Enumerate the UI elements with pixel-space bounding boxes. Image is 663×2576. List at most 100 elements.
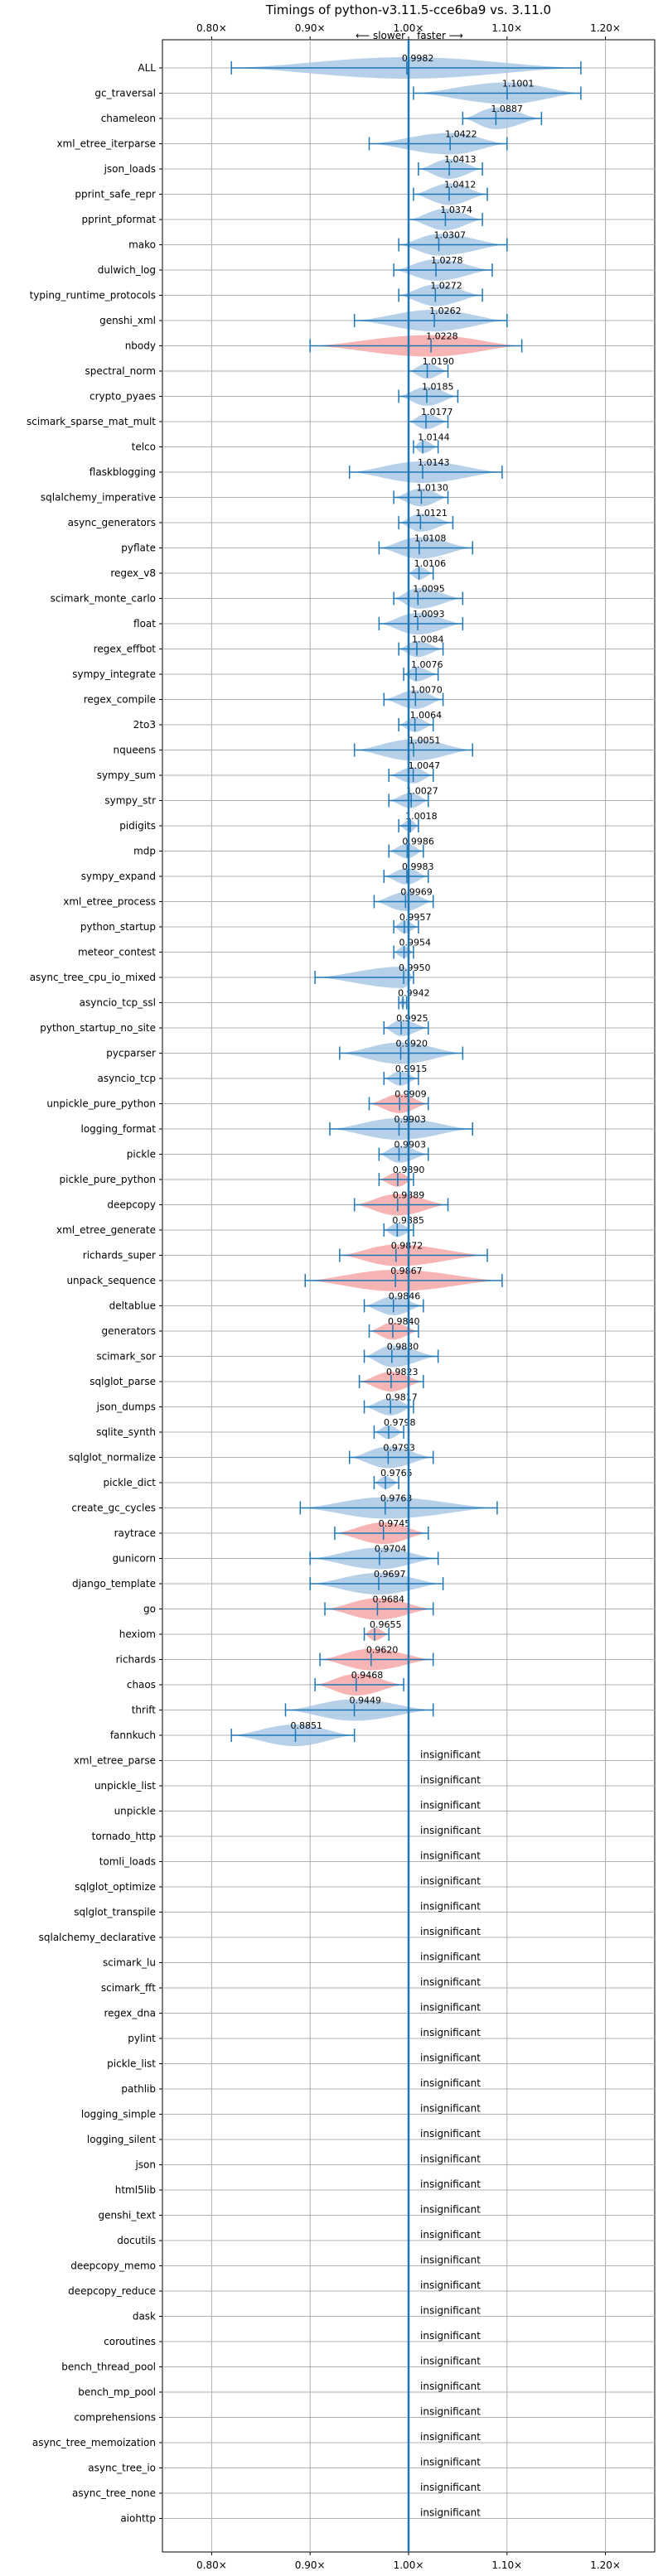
value-label: 0.9798 xyxy=(384,1417,416,1428)
insignificant-label: insignificant xyxy=(420,2204,481,2216)
x-tick-label-top: 0.90× xyxy=(295,22,326,34)
value-label: 1.0278 xyxy=(431,255,463,266)
benchmark-label: regex_v8 xyxy=(110,567,156,579)
insignificant-label: insignificant xyxy=(420,2154,481,2165)
benchmark-label: scimark_sor xyxy=(96,1351,156,1363)
benchmark-label: xml_etree_generate xyxy=(56,1224,156,1236)
benchmark-label: sqlalchemy_imperative xyxy=(41,492,156,504)
value-label: 0.9823 xyxy=(386,1367,419,1377)
value-label: 0.9920 xyxy=(395,1039,427,1049)
value-label: 0.9867 xyxy=(390,1266,423,1276)
slower-direction-label: ⟵ slower xyxy=(356,30,405,41)
benchmark-label: deepcopy_memo xyxy=(70,2260,156,2272)
value-label: 0.9950 xyxy=(399,962,431,973)
benchmark-label: hexiom xyxy=(119,1628,156,1640)
benchmark-label: sympy_expand xyxy=(81,871,156,882)
value-label: 0.9468 xyxy=(351,1670,384,1681)
benchmark-label: sqlglot_parse xyxy=(90,1376,156,1387)
value-label: 1.0093 xyxy=(413,609,445,620)
insignificant-label: insignificant xyxy=(420,2356,481,2367)
value-label: 1.0262 xyxy=(429,306,462,316)
value-label: 1.0412 xyxy=(444,180,477,191)
benchmark-label: deepcopy_reduce xyxy=(68,2285,156,2297)
faster-direction-label: faster ⟶ xyxy=(417,30,463,41)
insignificant-label: insignificant xyxy=(420,2330,481,2342)
insignificant-label: insignificant xyxy=(420,2431,481,2443)
benchmark-label: pprint_pformat xyxy=(82,214,157,225)
benchmark-label: json_dumps xyxy=(96,1401,156,1413)
benchmark-label: 2to3 xyxy=(133,719,156,731)
benchmark-label: python_startup xyxy=(80,921,156,933)
value-label: 0.9846 xyxy=(389,1291,421,1302)
benchmark-label: crypto_pyaes xyxy=(90,391,156,403)
insignificant-label: insignificant xyxy=(420,2482,481,2493)
benchmark-label: logging_format xyxy=(80,1123,156,1135)
value-label: 1.0177 xyxy=(421,407,453,417)
x-tick-label-bottom: 0.90× xyxy=(295,2559,326,2571)
insignificant-label: insignificant xyxy=(420,2406,481,2418)
benchmark-label: pickle xyxy=(127,1149,156,1160)
benchmark-label: deepcopy xyxy=(107,1199,156,1211)
value-label: 1.0051 xyxy=(409,736,441,746)
value-label: 0.9982 xyxy=(402,53,433,64)
benchmark-label: generators xyxy=(101,1325,156,1337)
value-label: 0.9765 xyxy=(380,1468,413,1479)
benchmark-label: unpickle_pure_python xyxy=(46,1098,156,1110)
insignificant-label: insignificant xyxy=(420,2279,481,2291)
benchmark-label: json_loads xyxy=(104,163,156,175)
benchmark-label: sympy_str xyxy=(104,795,156,807)
benchmark-label: sqlglot_normalize xyxy=(69,1452,156,1464)
x-tick-label-bottom: 1.00× xyxy=(394,2559,424,2571)
value-label: 0.9830 xyxy=(387,1342,419,1353)
benchmark-label: fannkuch xyxy=(110,1729,156,1741)
value-label: 1.0413 xyxy=(444,154,477,165)
benchmark-label: pickle_dict xyxy=(104,1477,157,1488)
insignificant-label: insignificant xyxy=(420,2027,481,2038)
benchmark-label: sqlalchemy_declarative xyxy=(39,1932,156,1943)
benchmark-label: asyncio_tcp_ssl xyxy=(80,997,156,1009)
value-label: 0.9697 xyxy=(374,1569,406,1580)
value-label: 0.9872 xyxy=(391,1241,423,1252)
value-label: 1.1001 xyxy=(502,79,535,89)
benchmark-label: bench_mp_pool xyxy=(78,2386,156,2398)
benchmark-label: html5lib xyxy=(115,2184,156,2196)
benchmark-label: xml_etree_parse xyxy=(74,1755,156,1767)
axes: 0.80× 0.80× 0.90× 0.90× 1.00× 1.00× 1.10× 1.10×… xyxy=(27,22,621,2571)
value-label: 0.9817 xyxy=(385,1392,418,1403)
value-label: 0.9983 xyxy=(402,861,434,872)
value-label: 0.9957 xyxy=(399,912,432,923)
value-label: 1.0130 xyxy=(416,483,448,494)
benchmark-label: dask xyxy=(133,2311,156,2323)
insignificant-label: insignificant xyxy=(420,2128,481,2139)
benchmark-label: pickle_pure_python xyxy=(60,1174,156,1185)
benchmark-label: ALL xyxy=(138,62,156,74)
x-tick-label-bottom: 1.10× xyxy=(491,2559,522,2571)
benchmark-label: logging_simple xyxy=(81,2109,156,2120)
benchmark-label: genshi_xml xyxy=(99,315,156,326)
insignificant-label: insignificant xyxy=(420,1951,481,1963)
benchmark-label: go xyxy=(143,1604,156,1615)
benchmark-label: pathlib xyxy=(121,2083,156,2095)
value-label: 1.0228 xyxy=(426,331,458,342)
benchmark-label: coroutines xyxy=(104,2336,156,2347)
value-label: 0.9763 xyxy=(380,1493,413,1504)
benchmark-label: scimark_sparse_mat_mult xyxy=(27,416,156,427)
benchmark-label: xml_etree_iterparse xyxy=(56,138,156,150)
benchmark-label: mdp xyxy=(133,846,156,857)
value-label: 1.0422 xyxy=(445,129,477,140)
x-tick-label-top: 0.80× xyxy=(196,22,227,34)
benchmark-label: scimark_monte_carlo xyxy=(51,593,156,605)
benchmark-label: async_tree_none xyxy=(72,2487,156,2499)
value-label: 1.0374 xyxy=(440,205,472,215)
insignificant-label: insignificant xyxy=(420,2381,481,2392)
benchmark-label: deltablue xyxy=(109,1300,156,1312)
value-label: 1.0190 xyxy=(423,356,455,367)
benchmark-label: json xyxy=(134,2159,156,2171)
value-label: 1.0064 xyxy=(410,710,443,721)
insignificant-label: insignificant xyxy=(420,2053,481,2064)
insignificant-label: insignificant xyxy=(420,2507,481,2519)
benchmark-label: async_tree_memoization xyxy=(32,2437,156,2448)
value-label: 1.0070 xyxy=(410,685,443,696)
benchmark-label: richards_super xyxy=(83,1250,156,1261)
benchmark-label: scimark_fft xyxy=(101,1982,156,1994)
